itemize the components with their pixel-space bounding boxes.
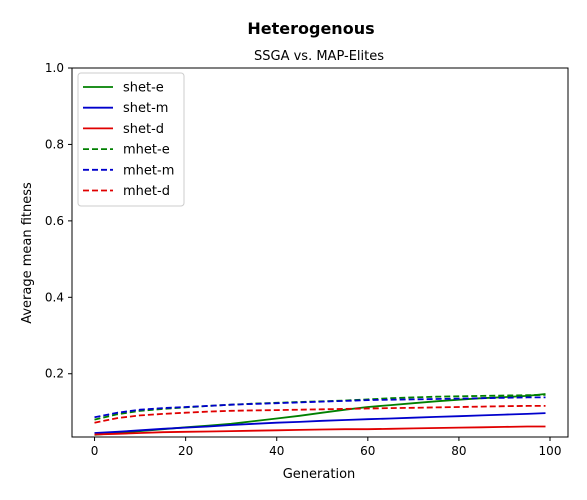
y-tick-label: 0.2 bbox=[45, 367, 64, 381]
legend-label: mhet-d bbox=[123, 184, 170, 199]
x-tick-label: 0 bbox=[91, 444, 99, 458]
y-axis: 0.2 0.4 0.6 0.8 1.0 bbox=[45, 61, 72, 381]
y-tick-label: 1.0 bbox=[45, 61, 64, 75]
series-line-mhet-m bbox=[94, 396, 546, 419]
x-axis: 0 20 40 60 80 100 bbox=[91, 437, 562, 458]
series-line-shet-d bbox=[94, 425, 546, 436]
x-tick-label: 40 bbox=[269, 444, 284, 458]
x-tick-label: 60 bbox=[360, 444, 375, 458]
plot-series bbox=[94, 393, 546, 436]
y-tick-label: 0.8 bbox=[45, 137, 64, 151]
x-tick-label: 80 bbox=[451, 444, 466, 458]
x-axis-label: Generation bbox=[283, 467, 356, 482]
legend: shet-e shet-m shet-d mhet-e mhet-m mhet-d bbox=[77, 72, 185, 207]
y-axis-label: Average mean fitness bbox=[20, 182, 35, 324]
legend-label: shet-m bbox=[123, 101, 168, 116]
series-line-mhet-d bbox=[94, 404, 546, 424]
series-line-shet-m bbox=[94, 412, 546, 434]
plot-frame bbox=[71, 67, 569, 438]
y-tick-label: 0.4 bbox=[45, 290, 64, 304]
x-tick-label: 100 bbox=[539, 444, 562, 458]
legend-label: shet-d bbox=[123, 122, 164, 137]
legend-label: mhet-e bbox=[123, 143, 170, 158]
x-tick-label: 20 bbox=[178, 444, 193, 458]
legend-box bbox=[77, 72, 185, 207]
y-tick-label: 0.6 bbox=[45, 214, 64, 228]
legend-label: shet-e bbox=[123, 81, 164, 96]
legend-label: mhet-m bbox=[123, 163, 174, 178]
chart-title: SSGA vs. MAP-Elites bbox=[254, 49, 384, 64]
chart-suptitle: Heterogenous bbox=[247, 19, 374, 38]
